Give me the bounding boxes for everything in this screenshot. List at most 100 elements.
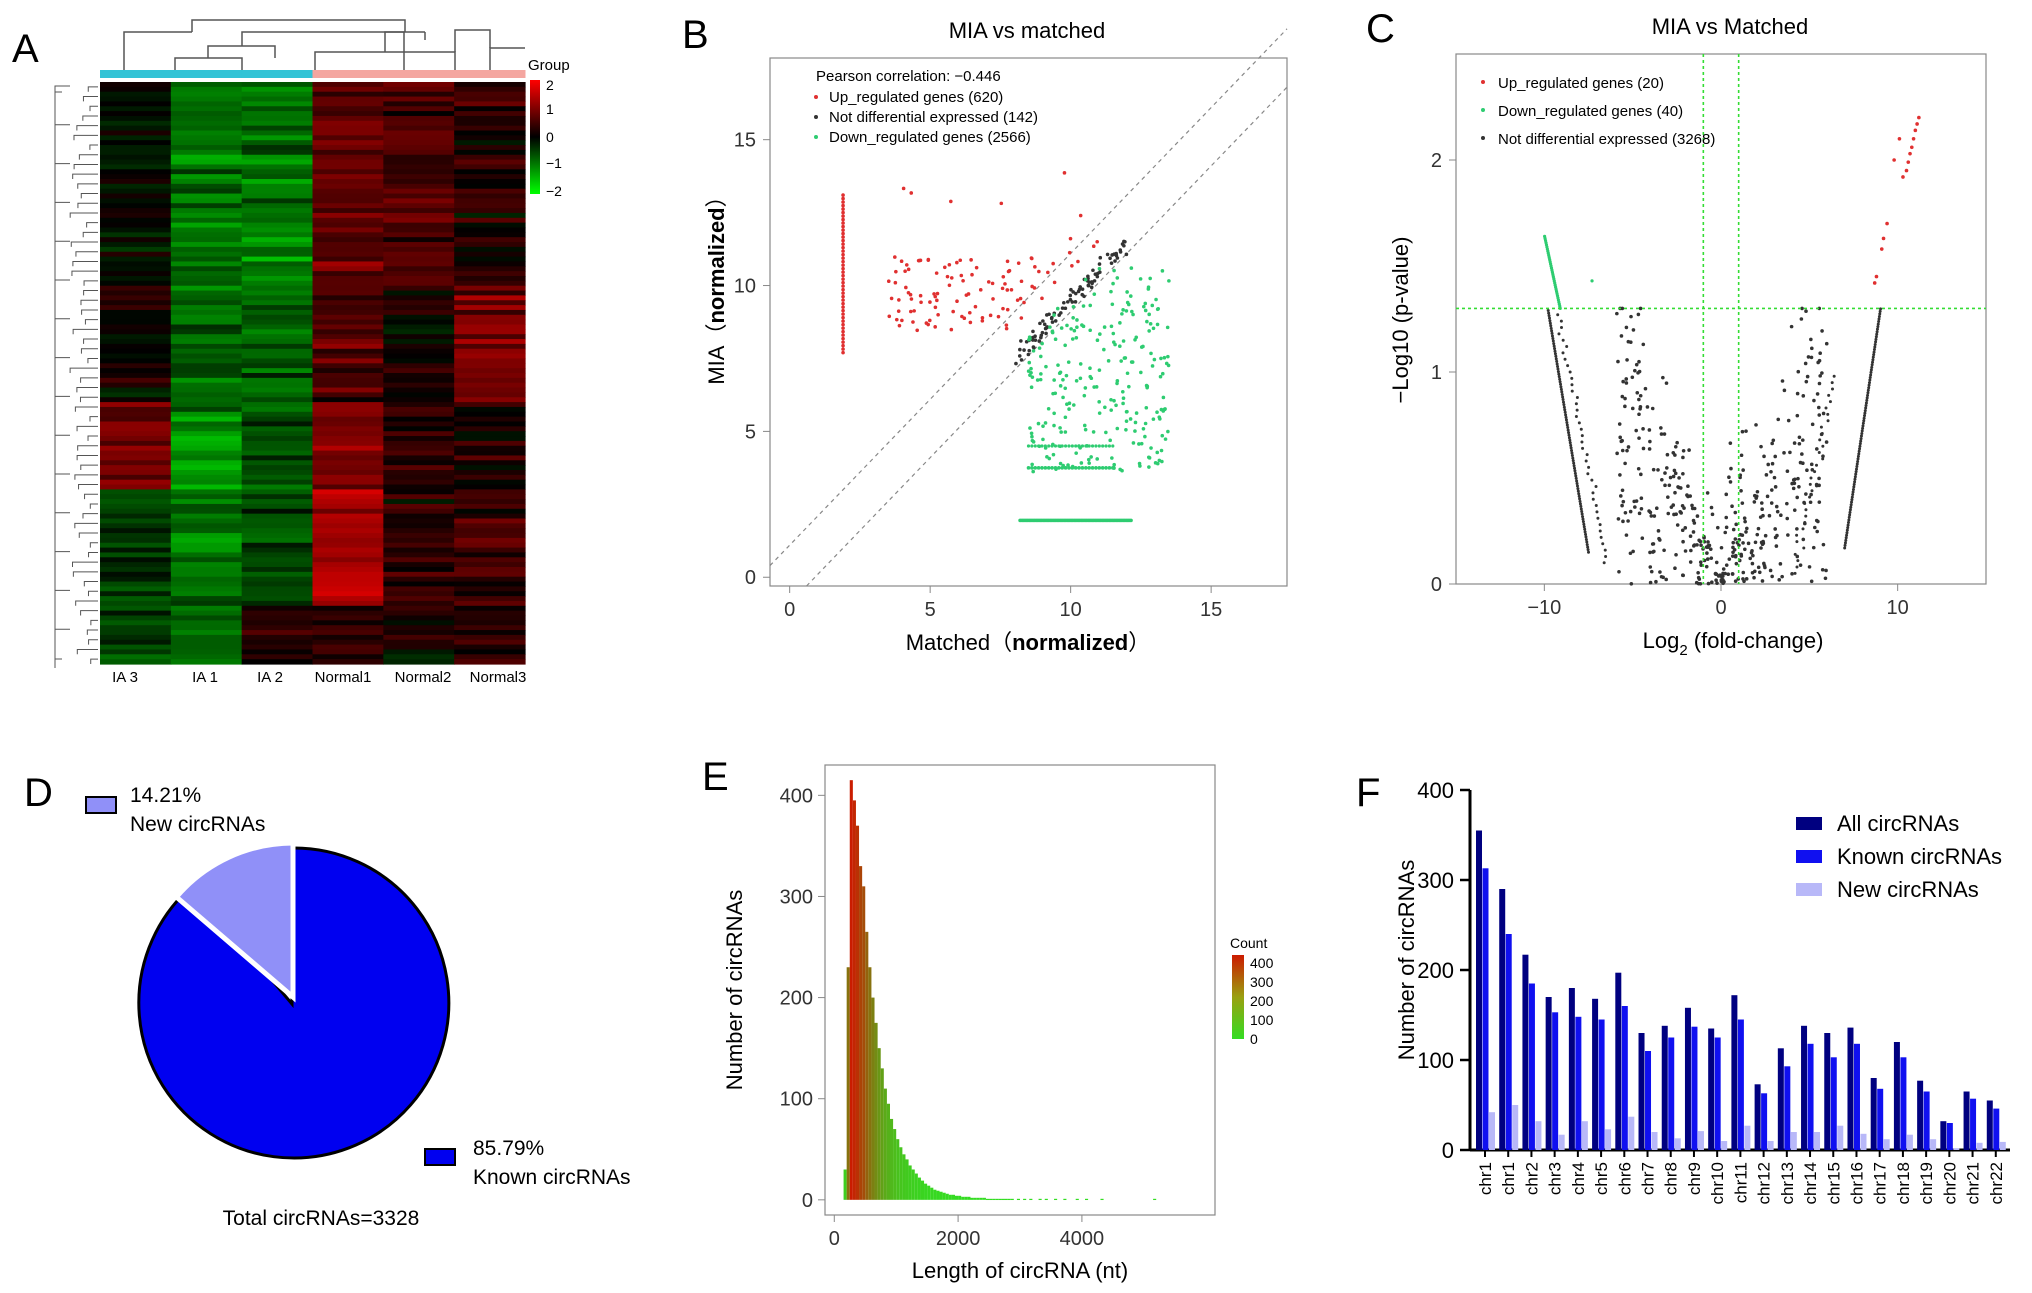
percent-label-new: 14.21%	[130, 784, 201, 807]
data-point	[1131, 312, 1135, 317]
data-point	[1052, 280, 1057, 285]
data-point	[1911, 137, 1916, 141]
dendrogram-branch	[54, 434, 70, 474]
heatmap-cell	[454, 455, 526, 461]
data-point	[1801, 461, 1805, 466]
heatmap-cell	[241, 528, 314, 534]
heatmap-cell	[170, 470, 243, 476]
heatmap-cell	[241, 576, 314, 583]
data-point	[1630, 375, 1635, 380]
data-point	[1795, 565, 1799, 569]
data-point	[1691, 530, 1696, 534]
heatmap-cell	[241, 237, 314, 243]
heatmap-cell	[454, 183, 526, 190]
colorbar-tick-label: 0	[1250, 1031, 1258, 1047]
heatmap-cell	[170, 276, 243, 282]
data-point	[1810, 468, 1815, 472]
heatmap-cell	[170, 600, 243, 607]
dendrogram-branch	[82, 513, 98, 519]
data-point	[1769, 469, 1773, 474]
heatmap-cell	[241, 547, 314, 554]
heatmap-cell	[241, 508, 314, 515]
data-point	[1804, 309, 1808, 314]
heatmap-cell	[312, 474, 384, 481]
heatmap-cell	[312, 615, 384, 621]
data-point	[1637, 369, 1642, 374]
data-point	[1874, 335, 1878, 339]
bar-known-circrnas	[1714, 1037, 1721, 1150]
data-point	[1844, 536, 1848, 540]
heatmap-cell	[312, 256, 384, 263]
x-tick-label: 10	[1887, 597, 1909, 619]
heatmap-cell	[170, 513, 243, 520]
data-point	[1866, 393, 1870, 397]
bar-new-circrnas	[1558, 1134, 1565, 1150]
heatmap-cell	[170, 111, 243, 117]
bar-known-circrnas	[1482, 868, 1489, 1150]
data-point	[1166, 363, 1171, 368]
heatmap-cell	[100, 125, 172, 132]
heatmap-cell	[454, 484, 526, 490]
x-tick-label: chr13	[1778, 1162, 1797, 1205]
data-point	[1817, 500, 1822, 504]
data-point	[1057, 466, 1061, 470]
bar-all-circrnas	[1499, 889, 1506, 1150]
dendrogram-branch	[90, 619, 98, 626]
bar-all-circrnas	[1476, 830, 1482, 1150]
data-point	[1843, 543, 1847, 547]
data-point	[1058, 384, 1063, 388]
heatmap-cell	[454, 149, 526, 156]
data-point	[1851, 490, 1855, 494]
bar-all-circrnas	[1963, 1091, 1970, 1150]
data-point	[1615, 451, 1619, 456]
data-point	[1158, 374, 1163, 379]
scale-tick-label: −2	[546, 183, 562, 199]
data-point	[1859, 437, 1863, 441]
bar-known-circrnas	[1853, 1043, 1860, 1150]
legend-swatch-known	[424, 1148, 456, 1166]
data-point	[1872, 348, 1876, 352]
data-point	[900, 318, 904, 323]
panel-e-bars	[843, 780, 1157, 1201]
bar-all-circrnas	[1917, 1080, 1924, 1150]
heatmap-cell	[312, 203, 384, 209]
data-point	[1871, 355, 1875, 359]
bar-new-circrnas	[1535, 1121, 1542, 1150]
data-point	[1016, 261, 1021, 265]
data-point	[1033, 265, 1037, 269]
data-point	[1734, 561, 1739, 566]
data-point	[1689, 548, 1693, 553]
heatmap-cell	[454, 620, 526, 626]
x-tick-label: chr8	[1662, 1162, 1681, 1195]
heatmap-cell	[383, 436, 455, 442]
data-point	[1867, 381, 1871, 385]
heatmap-cell	[383, 266, 455, 272]
heatmap-cell	[312, 251, 384, 258]
heatmap-cell	[100, 542, 172, 549]
bar-known-circrnas	[1528, 983, 1535, 1150]
data-point	[1756, 565, 1761, 570]
heatmap-cell	[454, 203, 526, 209]
heatmap-cell	[170, 290, 243, 296]
heatmap-cell	[100, 644, 172, 651]
dendrogram-branch	[74, 474, 98, 480]
heatmap-cell	[383, 339, 455, 345]
bar-all-circrnas	[1940, 1121, 1947, 1150]
heatmap-cell	[383, 305, 455, 311]
heatmap-cell	[454, 639, 526, 646]
data-point	[1566, 364, 1570, 368]
heatmap-cell	[100, 605, 172, 612]
heatmap-cell	[241, 470, 314, 476]
heatmap-cell	[170, 212, 243, 219]
data-point	[1100, 466, 1105, 470]
heatmap-cell	[312, 111, 384, 117]
heatmap-cell	[454, 232, 526, 238]
heatmap-cell	[383, 620, 455, 626]
heatmap-cell	[312, 164, 384, 170]
heatmap-cell	[170, 489, 243, 495]
bar-known-circrnas	[1900, 1057, 1907, 1150]
group-bar-cell	[241, 70, 313, 78]
data-point	[1080, 444, 1085, 448]
data-point	[1112, 268, 1116, 273]
heatmap-cell	[100, 591, 172, 597]
